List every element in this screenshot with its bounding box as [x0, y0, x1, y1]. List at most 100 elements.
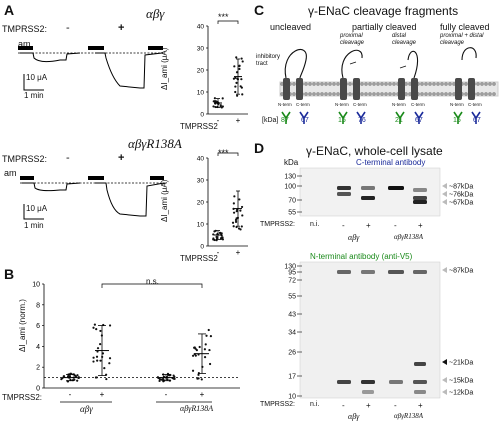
- data-point: [160, 378, 163, 381]
- loop-uncleaved: [284, 49, 307, 79]
- bottom-tmprss2-label: TMPRSS2:: [260, 401, 296, 408]
- frag-1: 87: [281, 117, 289, 124]
- data-point: [166, 378, 169, 381]
- data-point: [92, 356, 95, 359]
- row1-trace-minus: [20, 52, 81, 63]
- data-point: [173, 377, 176, 380]
- lipid-head: [448, 92, 452, 96]
- row2-plus: +: [118, 152, 125, 164]
- lipid-head: [368, 92, 372, 96]
- y-tick-label: 0: [36, 386, 40, 393]
- band-label: ~15kDa: [449, 378, 473, 385]
- row1-scale-bar: [23, 74, 44, 91]
- panel-b-tmprss2-label: TMPRSS2:: [2, 393, 43, 402]
- band-arrow: [442, 199, 447, 205]
- data-point: [215, 236, 219, 240]
- c-term-1: C-term: [296, 102, 310, 107]
- data-point: [108, 362, 111, 365]
- inhibitory-tract: inhibitory tract: [256, 54, 281, 67]
- western-band: [361, 196, 375, 200]
- lipid-head: [312, 92, 316, 96]
- data-point: [208, 362, 212, 366]
- cut-distal: [399, 65, 407, 69]
- c-term-2: C-term: [353, 102, 367, 107]
- data-point: [101, 352, 105, 355]
- top-lane-ni: n.i.: [310, 221, 320, 228]
- lipid-head: [324, 92, 328, 96]
- antibody-c-1: [299, 111, 309, 124]
- data-point: [99, 343, 102, 346]
- band-label: ~87kDa: [449, 184, 473, 191]
- lipid-head: [304, 82, 308, 86]
- lipid-head: [420, 82, 424, 86]
- bottom-group-1: αβγ: [348, 412, 360, 421]
- ladder-label: 34: [288, 330, 296, 337]
- data-point: [220, 236, 223, 239]
- lipid-head: [336, 82, 340, 86]
- data-point: [233, 195, 236, 198]
- data-point: [194, 347, 197, 350]
- lipid-head: [324, 82, 328, 86]
- data-point: [240, 205, 244, 209]
- western-band: [337, 192, 351, 196]
- lipid-head: [316, 82, 320, 86]
- data-point: [204, 343, 207, 346]
- data-point: [158, 379, 161, 383]
- row1-scale-time: 1 min: [24, 91, 44, 100]
- data-point: [197, 373, 200, 376]
- data-point: [92, 360, 95, 363]
- y-tick-label: 0: [200, 244, 204, 251]
- data-point: [232, 225, 235, 228]
- ladder-label: 130: [284, 174, 296, 181]
- row2-ylabel: ΔI_ami (μA): [160, 179, 169, 222]
- western-band: [361, 186, 375, 190]
- data-point: [241, 93, 244, 96]
- data-point: [237, 227, 241, 230]
- lipid-head: [480, 82, 484, 86]
- lipid-head: [476, 82, 480, 86]
- data-point: [233, 65, 236, 68]
- row1-ami-bar-1: [18, 46, 33, 50]
- lipid-head: [312, 82, 316, 86]
- data-point: [238, 65, 241, 68]
- ladder-label: 100: [284, 184, 296, 191]
- channel-1-right: [296, 78, 303, 100]
- row2-scatter-plot: 0 10 20 30 40 - +: [197, 152, 248, 257]
- panel-label-c: C: [254, 2, 265, 18]
- kda-header-top: kDa: [284, 158, 299, 167]
- n-term-3: N-term: [392, 102, 406, 107]
- lipid-head: [308, 92, 312, 96]
- row2-trace-minus: [22, 182, 81, 192]
- row2-title: αβγR138A: [128, 136, 182, 151]
- data-point: [95, 355, 99, 358]
- y-tick-label: 20: [197, 68, 205, 75]
- n-term-1: N-term: [278, 102, 292, 107]
- lipid-head: [444, 92, 448, 96]
- lipid-head: [328, 82, 332, 86]
- lipid-head: [424, 92, 428, 96]
- row2-tmprss2-label: TMPRSS2:: [2, 154, 48, 164]
- panel-b-significance: n.s.: [146, 277, 159, 286]
- lipid-head: [384, 82, 388, 86]
- lipid-head: [428, 92, 432, 96]
- lipid-head: [444, 82, 448, 86]
- row1-x-group-label: TMPRSS2: [180, 122, 218, 131]
- data-point: [236, 94, 239, 97]
- bottom-group-2: αβγR138A: [394, 412, 423, 420]
- state-fully: fully cleaved: [440, 22, 490, 32]
- frag-2: 67: [301, 117, 309, 124]
- data-point: [208, 348, 211, 352]
- antibody-n-3: [395, 111, 405, 124]
- row2-ami-bar-1: [20, 176, 34, 180]
- data-point: [234, 220, 238, 223]
- panel-label-d: D: [254, 140, 265, 156]
- lipid-head: [292, 82, 296, 86]
- channel-2-right: [353, 78, 360, 100]
- x-tick-label: +: [200, 390, 205, 399]
- data-point: [212, 233, 215, 236]
- data-point: [241, 60, 244, 63]
- panel-b-group-2: αβγR138A: [180, 404, 214, 413]
- data-point: [232, 202, 235, 205]
- n-term-4: N-term: [450, 102, 464, 107]
- channel-1-left: [283, 78, 290, 100]
